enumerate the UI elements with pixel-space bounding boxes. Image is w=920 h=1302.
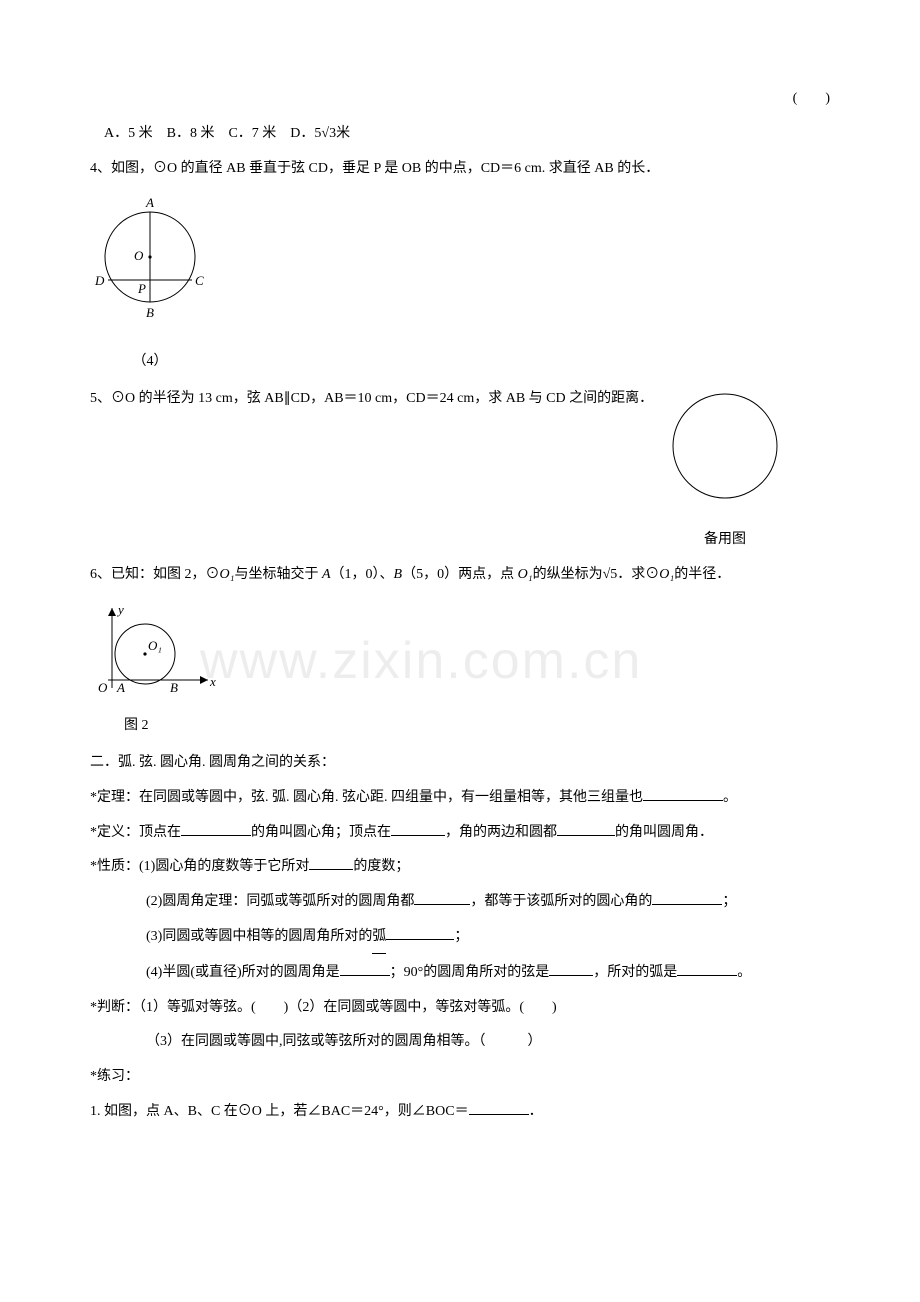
label-A: A	[145, 195, 154, 210]
q6-pre: 6、已知：如图 2，⊙	[90, 567, 220, 582]
def-p4: 的角叫圆周角．	[615, 825, 713, 840]
prop-3: (3)同圆或等圆中相等的圆周角所对的弧 ；	[90, 922, 830, 954]
p2p3: ；	[722, 894, 736, 909]
q4-text: 4、如图，⊙O 的直径 AB 垂直于弦 CD，垂足 P 是 OB 的中点，CD＝…	[90, 154, 830, 185]
q6-a: A	[322, 567, 331, 582]
q6-sqrt: √5	[603, 567, 618, 582]
prop-4: (4)半圆(或直径)所对的圆周角是 ；90°的圆周角所对的弦是 ，所对的弧是 。	[90, 958, 830, 989]
watermark: www.zixin.com.cn	[200, 604, 642, 718]
j1: （1）等弧对等弦。( )（2）在同圆或等圆中，等弦对等弧。( )	[139, 1000, 557, 1015]
figure-4-caption: （4）	[90, 347, 210, 378]
p1p1: (1)圆心角的度数等于它所对	[139, 859, 309, 874]
prop-1: *性质：(1)圆心角的度数等于它所对 的度数；	[90, 852, 830, 883]
label-B6: B	[170, 680, 178, 695]
label-C: C	[195, 273, 204, 288]
label-x: x	[209, 674, 216, 689]
p3p1: (3)同圆或等圆中相等的圆周角所对的	[146, 929, 372, 944]
q3-options: A．5 米 B．8 米 C．7 米 D．5√3米	[90, 119, 830, 150]
def-p1: *定义：顶点在	[90, 825, 181, 840]
figure-6-svg: y x O A B O₁	[90, 600, 220, 696]
section-2-title: 二．弧. 弦. 圆心角. 圆周角之间的关系：	[90, 748, 830, 779]
prop-label: *性质：	[90, 859, 139, 874]
p3b	[386, 939, 454, 940]
figure-4-svg: A B D C O P	[90, 192, 210, 332]
judge-label: *判断：	[90, 1000, 139, 1015]
ex1b	[469, 1114, 529, 1115]
q5-text-span: 5、⊙O 的半径为 13 cm，弦 AB∥CD，AB＝10 cm，CD＝24 c…	[90, 391, 653, 406]
p1b	[309, 869, 353, 870]
p2p2: ，都等于该弧所对的圆心角的	[470, 894, 652, 909]
p4b2	[549, 975, 593, 976]
figure-5-svg	[660, 384, 790, 510]
prop-2: (2)圆周角定理：同弧或等弧所对的圆周角都 ，都等于该弧所对的圆心角的 ；	[90, 887, 830, 918]
def-p2: 的角叫圆心角；顶点在	[251, 825, 391, 840]
figure-4: A B D C O P （4）	[90, 192, 210, 378]
def-b1	[181, 835, 251, 836]
label-D: D	[94, 273, 105, 288]
label-P: P	[137, 281, 146, 296]
label-y: y	[116, 602, 124, 617]
p2b1	[414, 904, 470, 905]
p1p2: 的度数；	[353, 859, 409, 874]
p3p2: ；	[454, 929, 468, 944]
exercise-1: 1. 如图，点 A、B、C 在⊙O 上，若∠BAC＝24°，则∠BOC＝ ．	[90, 1097, 830, 1128]
p4p4: 。	[737, 965, 751, 980]
figure-6: y x O A B O₁ 图 2	[90, 600, 220, 742]
thm-pre: *定理：在同圆或等圆中，弦. 弧. 圆心角. 弦心距. 四组量中，有一组量相等，…	[90, 790, 643, 805]
ex1p2: ．	[529, 1104, 543, 1119]
def-p3: ，角的两边和圆都	[445, 825, 557, 840]
ex1p1: 1. 如图，点 A、B、C 在⊙O 上，若∠BAC＝24°，则∠BOC＝	[90, 1104, 469, 1119]
paren-blank: ( )	[793, 84, 830, 115]
definition-line: *定义：顶点在 的角叫圆心角；顶点在 ，角的两边和圆都 的角叫圆周角．	[90, 818, 830, 849]
p2p1: (2)圆周角定理：同弧或等弧所对的圆周角都	[146, 894, 414, 909]
q6-o1c: O₁	[659, 567, 674, 582]
figure-5-caption: 备用图	[660, 525, 790, 556]
thm-post: 。	[723, 790, 737, 805]
p4p2: ；90°的圆周角所对的弦是	[390, 965, 550, 980]
p4b3	[677, 975, 737, 976]
q6-m2: 的纵坐标为	[533, 567, 603, 582]
figure-6-caption: 图 2	[90, 711, 220, 742]
q6-ca: （1，0）、	[331, 567, 394, 582]
p4p3: ，所对的弧是	[593, 965, 677, 980]
judge-1-2: *判断：（1）等弧对等弦。( )（2）在同圆或等圆中，等弦对等弧。( )	[90, 993, 830, 1024]
q6-m3: ．求⊙	[617, 567, 659, 582]
q6-b: B	[394, 567, 403, 582]
p4p1: (4)半圆(或直径)所对的圆周角是	[146, 965, 340, 980]
p2b2	[652, 904, 722, 905]
q6-m1: 与坐标轴交于	[234, 567, 322, 582]
label-A6: A	[116, 680, 125, 695]
theorem-line: *定理：在同圆或等圆中，弦. 弧. 圆心角. 弦心距. 四组量中，有一组量相等，…	[90, 783, 830, 814]
q6-end: 的半径．	[674, 567, 730, 582]
exercise-label: *练习：	[90, 1062, 830, 1093]
label-B: B	[146, 305, 154, 320]
label-O: O	[134, 248, 144, 263]
label-O1-6: O₁	[148, 638, 162, 653]
p3arc: 弧	[372, 922, 386, 954]
q6-text: 6、已知：如图 2，⊙O₁与坐标轴交于 A（1，0）、B（5，0）两点，点 O₁…	[90, 560, 830, 591]
figure-5: 备用图	[660, 384, 790, 556]
label-O6: O	[98, 680, 108, 695]
judge-3: （3）在同圆或等圆中,同弦或等弦所对的圆周角相等。（ ）	[90, 1027, 830, 1058]
thm-blank	[643, 800, 723, 801]
q6-o1b: O₁	[518, 567, 533, 582]
p4b1	[340, 975, 390, 976]
def-b3	[557, 835, 615, 836]
q6-o1: O₁	[220, 567, 235, 582]
def-b2	[391, 835, 445, 836]
q6-cb: （5，0）两点，点	[402, 567, 518, 582]
q5-text: 5、⊙O 的半径为 13 cm，弦 AB∥CD，AB＝10 cm，CD＝24 c…	[90, 384, 830, 415]
